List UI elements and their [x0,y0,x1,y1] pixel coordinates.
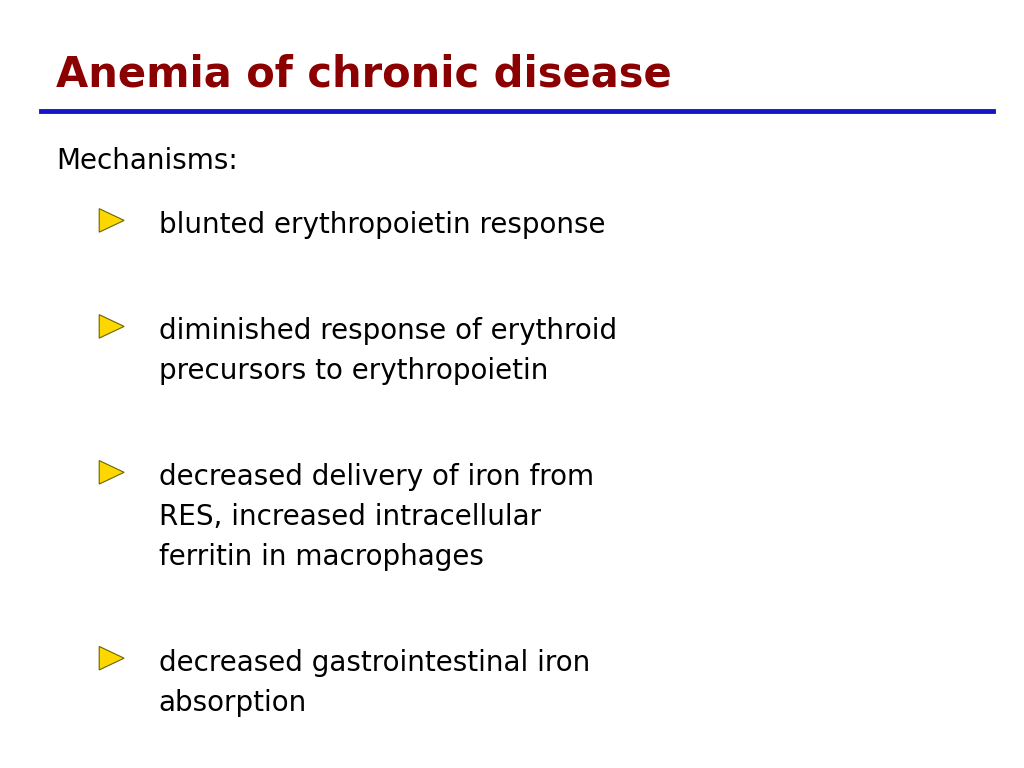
Text: precursors to erythropoietin: precursors to erythropoietin [159,357,548,385]
Text: decreased gastrointestinal iron: decreased gastrointestinal iron [159,649,590,677]
Text: Anemia of chronic disease: Anemia of chronic disease [56,54,672,96]
Text: decreased delivery of iron from: decreased delivery of iron from [159,463,594,491]
Text: blunted erythropoietin response: blunted erythropoietin response [159,211,605,239]
Text: RES, increased intracellular: RES, increased intracellular [159,503,541,531]
Polygon shape [99,209,124,232]
Text: Mechanisms:: Mechanisms: [56,147,238,175]
Text: absorption: absorption [159,689,307,717]
Polygon shape [99,315,124,338]
Text: ferritin in macrophages: ferritin in macrophages [159,543,483,571]
Polygon shape [99,461,124,484]
Text: diminished response of erythroid: diminished response of erythroid [159,317,616,345]
Polygon shape [99,647,124,670]
